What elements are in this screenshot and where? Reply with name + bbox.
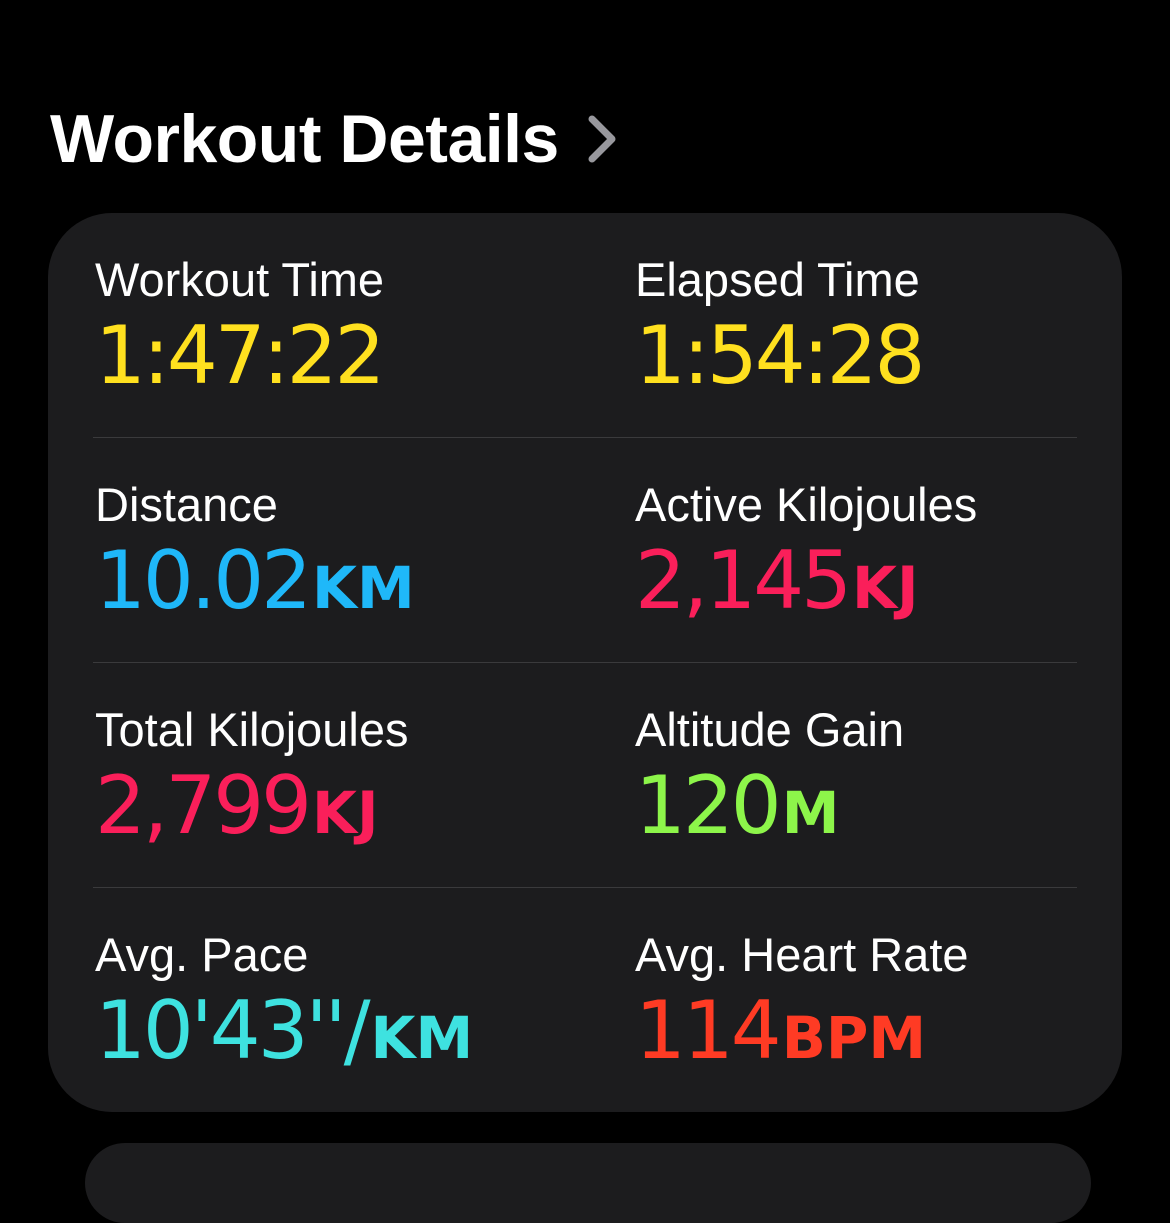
metric-label: Elapsed Time — [635, 253, 920, 306]
metrics-row: Avg. Pace 10'43''/KM Avg. Heart Rate 114B… — [93, 888, 1077, 1112]
metric-value: 120M — [635, 761, 904, 858]
metric-unit: KM — [370, 1004, 474, 1072]
metric-value: 2,145KJ — [635, 536, 977, 633]
metric-value: 1:47:22 — [95, 311, 385, 408]
metric-number: 10'43''/ — [95, 984, 371, 1077]
metric-altitude-gain: Altitude Gain 120M — [635, 699, 904, 858]
metric-unit: KM — [312, 554, 415, 622]
metric-label: Workout Time — [95, 253, 385, 306]
metric-number: 120 — [635, 759, 782, 852]
metric-value: 10'43''/KM — [95, 986, 473, 1083]
section-title: Workout Details — [50, 101, 559, 177]
next-card — [85, 1143, 1091, 1223]
metric-unit: BPM — [781, 1004, 927, 1072]
metric-active-kilojoules: Active Kilojoules 2,145KJ — [635, 474, 977, 633]
metric-value: 1:54:28 — [635, 311, 925, 408]
metric-workout-time: Workout Time 1:47:22 — [95, 249, 385, 408]
workout-details-header[interactable]: Workout Details — [50, 100, 617, 178]
metric-label: Distance — [95, 478, 278, 531]
metric-label: Altitude Gain — [635, 703, 905, 756]
metrics-row: Total Kilojoules 2,799KJ Altitude Gain 12… — [93, 663, 1077, 888]
metric-number: 10.02 — [95, 534, 312, 627]
metric-total-kilojoules: Total Kilojoules 2,799KJ — [95, 699, 409, 858]
metric-number: 1:47:22 — [95, 309, 385, 402]
chevron-right-icon — [588, 115, 616, 163]
metric-unit: M — [781, 779, 840, 847]
metric-avg-heart-rate: Avg. Heart Rate 114BPM — [635, 924, 969, 1083]
metric-label: Avg. Pace — [95, 928, 309, 981]
workout-details-card: Workout Time 1:47:22 Elapsed Time 1:54:28… — [48, 213, 1122, 1112]
metric-unit: KJ — [312, 779, 379, 847]
metric-elapsed-time: Elapsed Time 1:54:28 — [635, 249, 925, 408]
metric-number: 2,799 — [95, 759, 312, 852]
metric-number: 114 — [635, 984, 782, 1077]
metric-number: 2,145 — [635, 534, 852, 627]
metric-value: 2,799KJ — [95, 761, 409, 858]
metric-number: 1:54:28 — [635, 309, 925, 402]
metric-label: Total Kilojoules — [95, 703, 409, 756]
metric-unit: KJ — [852, 554, 919, 622]
metric-avg-pace: Avg. Pace 10'43''/KM — [95, 924, 473, 1083]
metric-value: 114BPM — [635, 986, 969, 1083]
metric-distance: Distance 10.02KM — [95, 474, 415, 633]
metric-label: Avg. Heart Rate — [635, 928, 969, 981]
metric-label: Active Kilojoules — [635, 478, 978, 531]
metrics-row: Workout Time 1:47:22 Elapsed Time 1:54:28 — [93, 213, 1077, 438]
metrics-row: Distance 10.02KM Active Kilojoules 2,145K… — [93, 438, 1077, 663]
metric-value: 10.02KM — [95, 536, 415, 633]
